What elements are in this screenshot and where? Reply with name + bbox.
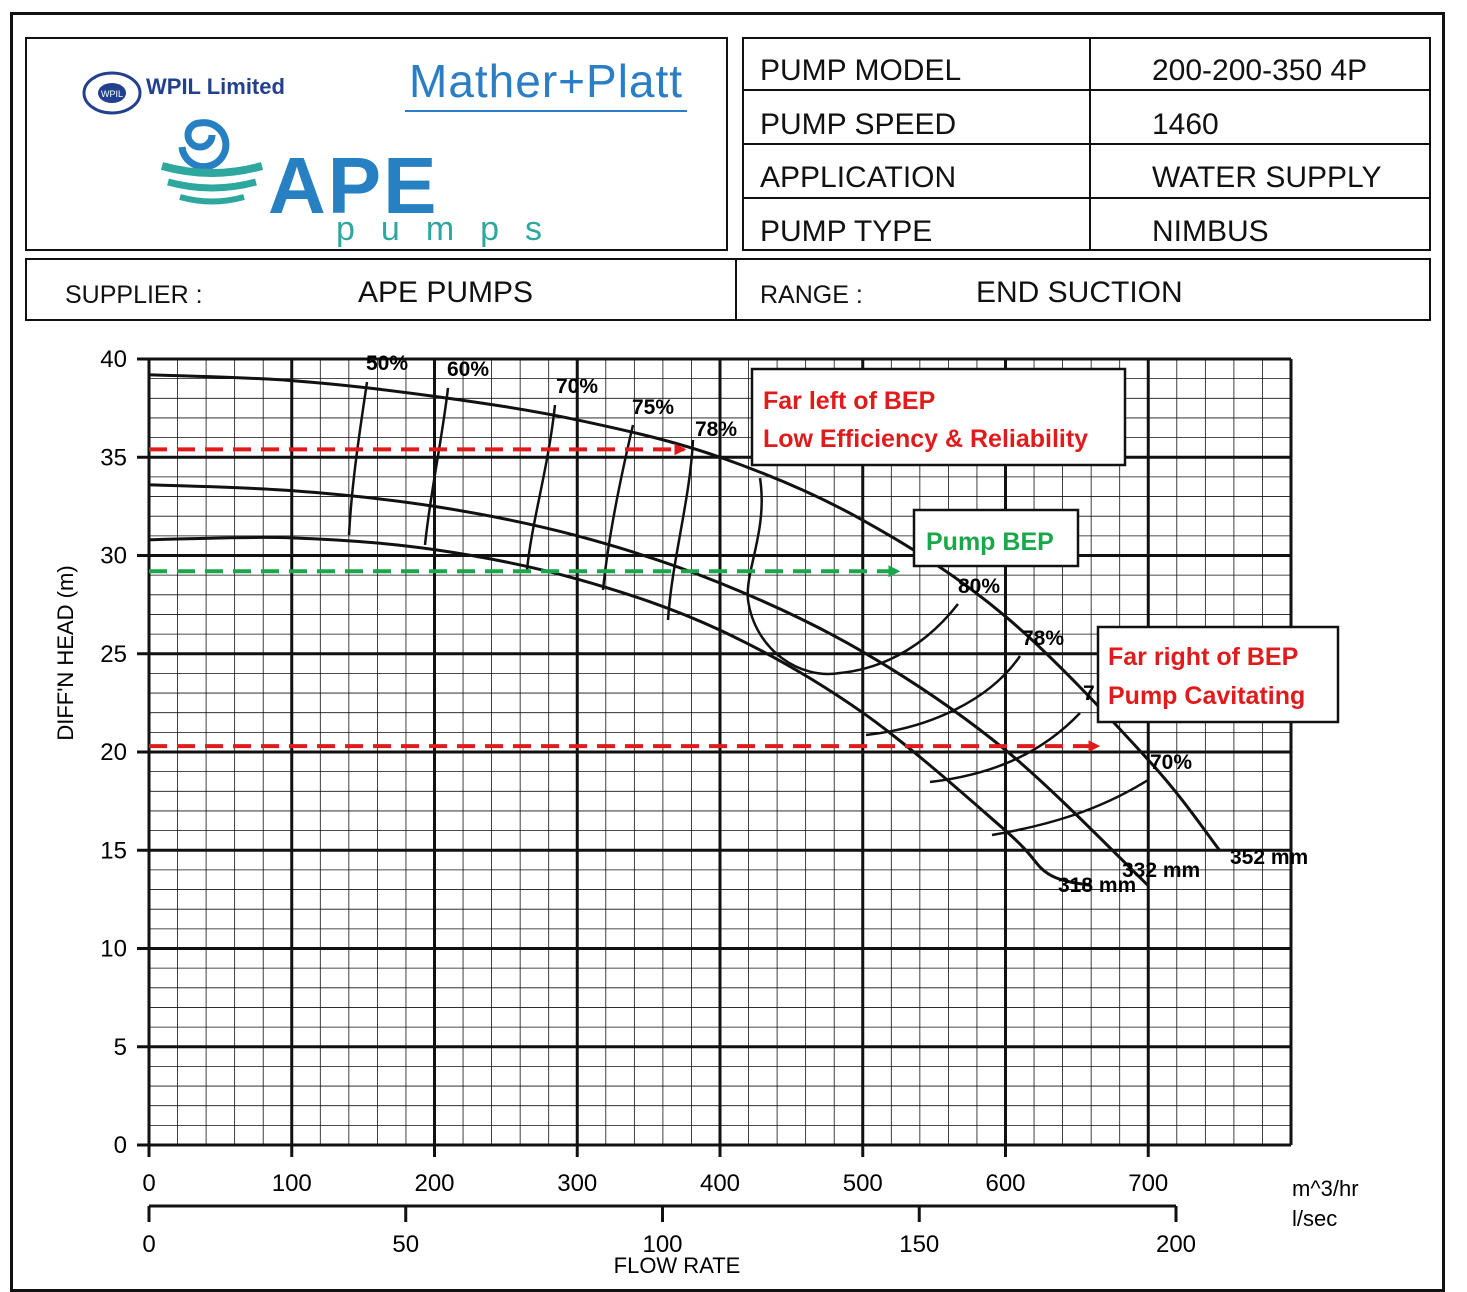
- x-tick-label: 100: [272, 1170, 312, 1197]
- efficiency-contour-60: [423, 387, 450, 546]
- annotation-left-line2: Low Efficiency & Reliability: [763, 425, 1088, 453]
- y-tick-label: 5: [114, 1034, 127, 1061]
- pumps-logo-text: pumps: [336, 210, 569, 248]
- ape-logo-text: APE: [268, 141, 439, 230]
- y-tick-label: 20: [100, 739, 127, 766]
- annotation-right-line2: Pump Cavitating: [1108, 682, 1305, 710]
- x-secondary-tick-label: 200: [1156, 1231, 1196, 1258]
- series-label-332: 332 mm: [1122, 859, 1200, 882]
- pump-model-value: 200-200-350 4P: [1152, 54, 1368, 87]
- info-row-separator: [742, 89, 1431, 91]
- efficiency-contour-78-left: [666, 439, 695, 621]
- head-curve-2: [148, 535, 1092, 888]
- annotation-bep-line1: Pump BEP: [926, 528, 1054, 556]
- supplier-range-row: [25, 258, 1431, 321]
- range-value: END SUCTION: [976, 276, 1183, 309]
- range-label: RANGE :: [760, 281, 863, 309]
- efficiency-contour-70: [525, 404, 557, 571]
- x-secondary-tick-label: 50: [392, 1231, 419, 1258]
- head-curve-1: [148, 483, 1150, 887]
- y-tick-label: 30: [100, 543, 127, 570]
- x-unit-primary: m^3/hr: [1292, 1176, 1359, 1201]
- eff-label-75: 75%: [632, 396, 674, 419]
- x-tick-label: 500: [843, 1170, 883, 1197]
- x-tick-label: 600: [985, 1170, 1025, 1197]
- annotation-box-right-bep: [1096, 625, 1340, 724]
- y-axis-title: DIFF'N HEAD (m): [53, 565, 78, 740]
- info-row-separator: [742, 143, 1431, 145]
- x-axis-title: FLOW RATE: [614, 1253, 741, 1277]
- x-secondary-tick-label: 150: [899, 1231, 939, 1258]
- pump-type-label: PUMP TYPE: [760, 215, 933, 248]
- mather-platt-logo: Mather+Platt: [405, 54, 688, 112]
- wpil-logo-icon: WPIL: [82, 71, 142, 115]
- supplier-range-divider: [735, 258, 737, 321]
- annotation-box-left-bep: [750, 367, 1127, 467]
- annotation-right-line1: Far right of BEP: [1108, 643, 1298, 671]
- efficiency-contour-80: [746, 477, 959, 676]
- annotation-box-bep: [912, 508, 1080, 568]
- supplier-value: APE PUMPS: [358, 276, 534, 309]
- x-tick-label: 700: [1128, 1170, 1168, 1197]
- y-tick-label: 35: [100, 444, 127, 471]
- pump-speed-value: 1460: [1152, 108, 1219, 141]
- pump-speed-label: PUMP SPEED: [760, 108, 957, 141]
- ape-swirl-icon: [160, 119, 264, 205]
- info-row-separator: [742, 197, 1431, 199]
- efficiency-contour-75-right: [929, 712, 1081, 784]
- y-tick-label: 10: [100, 936, 127, 963]
- x-tick-label: 0: [142, 1170, 155, 1197]
- chart-labels: DIFF'N HEAD (m) FLOW RATE m^3/hr l/sec 5…: [53, 352, 1359, 1277]
- eff-label-7: 7: [1083, 682, 1095, 705]
- annotations: Far left of BEP Low Efficiency & Reliabi…: [149, 367, 1340, 753]
- efficiency-contour-70-right: [991, 778, 1149, 837]
- supplier-label: SUPPLIER :: [65, 281, 203, 309]
- y-tick-label: 15: [100, 837, 127, 864]
- x-secondary-tick-label: 0: [142, 1231, 155, 1258]
- x-tick-label: 300: [557, 1170, 597, 1197]
- y-tick-label: 25: [100, 641, 127, 668]
- y-tick-label: 0: [114, 1132, 127, 1159]
- x-tick-label: 400: [700, 1170, 740, 1197]
- eff-label-60: 60%: [447, 358, 489, 381]
- eff-label-78: 78%: [695, 418, 737, 441]
- x-secondary-tick-label: 100: [642, 1231, 682, 1258]
- pump-type-value: NIMBUS: [1152, 215, 1269, 248]
- x-unit-secondary: l/sec: [1292, 1206, 1337, 1231]
- application-label: APPLICATION: [760, 161, 957, 194]
- annotation-left-line1: Far left of BEP: [763, 387, 935, 415]
- eff-label-50: 50%: [366, 352, 408, 375]
- x-tick-label: 200: [414, 1170, 454, 1197]
- eff-label-70: 70%: [556, 375, 598, 398]
- pump-model-label: PUMP MODEL: [760, 54, 962, 87]
- series-label-318: 318 mm: [1058, 874, 1136, 897]
- eff-label-70-right: 70%: [1150, 751, 1192, 774]
- efficiency-contour-50: [347, 381, 369, 536]
- wpil-logo-text: WPIL Limited: [146, 74, 285, 99]
- svg-text:WPIL: WPIL: [101, 89, 123, 99]
- series-label-352: 352 mm: [1230, 846, 1308, 869]
- y-tick-label: 40: [100, 346, 127, 373]
- eff-label-78-right: 78%: [1022, 627, 1064, 650]
- application-value: WATER SUPPLY: [1152, 161, 1382, 194]
- eff-label-80: 80%: [958, 575, 1000, 598]
- logo-box: [25, 37, 728, 251]
